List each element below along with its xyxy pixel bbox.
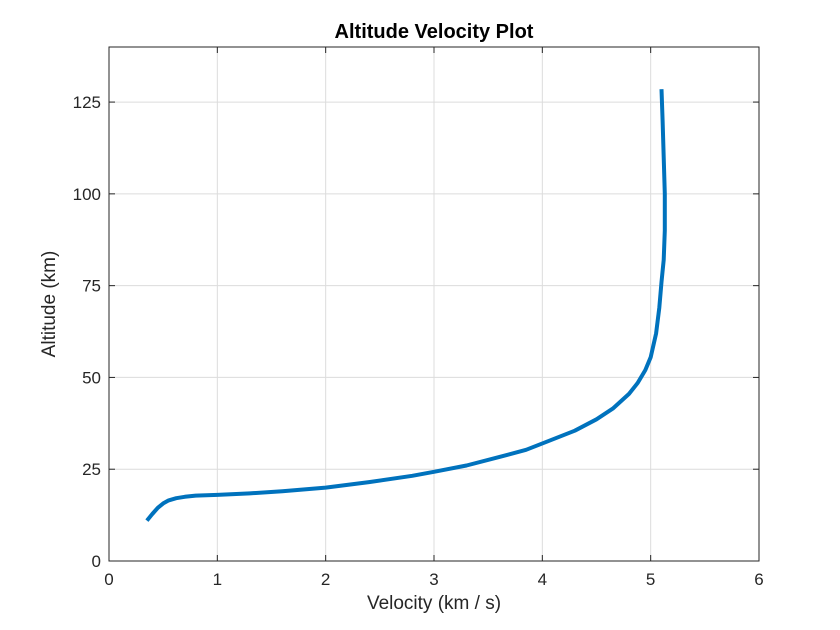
x-axis-label: Velocity (km / s) xyxy=(367,593,501,614)
y-tick-label: 25 xyxy=(82,460,101,479)
x-tick-label: 3 xyxy=(429,570,438,589)
y-tick-label: 50 xyxy=(82,368,101,387)
x-tick-label: 2 xyxy=(321,570,330,589)
y-tick-label: 125 xyxy=(73,93,101,112)
x-tick-label: 5 xyxy=(646,570,655,589)
series-line-0 xyxy=(145,89,667,522)
x-tick-label: 6 xyxy=(754,570,763,589)
x-tick-label: 0 xyxy=(104,570,113,589)
grid xyxy=(109,47,759,561)
series-layer xyxy=(145,89,667,522)
y-axis-label: Altitude (km) xyxy=(39,251,60,358)
y-tick-label: 75 xyxy=(82,277,101,296)
ticks: 0 1 2 3 4 5 6 0 25 50 75 100 125 xyxy=(73,47,764,589)
x-tick-label: 4 xyxy=(538,570,547,589)
y-tick-label: 0 xyxy=(92,552,101,571)
y-tick-label: 100 xyxy=(73,185,101,204)
chart-title: Altitude Velocity Plot xyxy=(335,21,534,43)
x-tick-label: 1 xyxy=(213,570,222,589)
